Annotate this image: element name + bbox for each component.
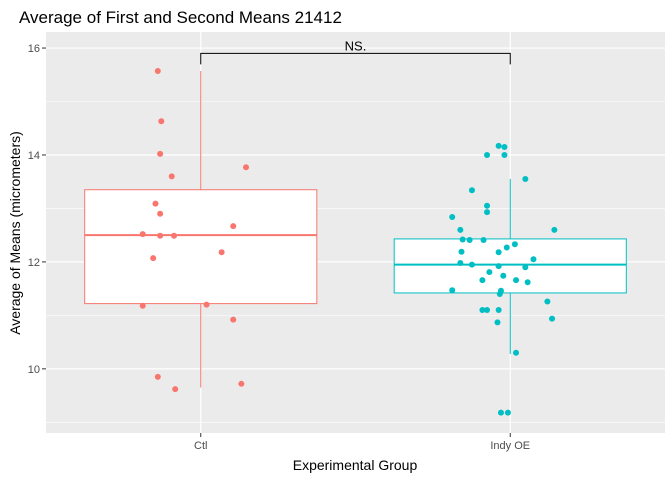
y-tick-label: 10 <box>28 364 40 376</box>
jitter-points <box>139 68 558 416</box>
data-point <box>238 380 245 387</box>
data-point <box>511 241 518 248</box>
data-point <box>522 264 529 271</box>
data-point <box>171 232 178 239</box>
data-point <box>501 151 508 158</box>
data-point <box>522 176 529 183</box>
data-point <box>468 187 475 194</box>
significance-label: NS. <box>345 38 367 53</box>
data-point <box>495 307 502 314</box>
data-point <box>513 277 520 284</box>
data-point <box>495 249 502 256</box>
data-point <box>513 349 520 356</box>
x-tick-label: Indy OE <box>490 440 530 452</box>
data-point <box>157 232 164 239</box>
data-point <box>466 236 473 243</box>
data-point <box>157 150 164 157</box>
x-tick-label: Ctl <box>194 440 207 452</box>
y-tick-label: 12 <box>28 257 40 269</box>
data-point <box>218 249 225 256</box>
data-point <box>139 231 146 238</box>
data-point <box>457 226 464 233</box>
data-point <box>544 298 551 305</box>
box-group <box>84 71 627 388</box>
data-point <box>504 409 511 416</box>
data-point <box>480 236 487 243</box>
data-point <box>484 151 491 158</box>
data-point <box>459 236 466 243</box>
y-axis-title: Average of Means (micrometers) <box>7 131 23 335</box>
data-point <box>158 118 165 125</box>
data-point <box>530 256 537 263</box>
x-axis-title: Experimental Group <box>293 457 418 473</box>
data-point <box>479 307 486 314</box>
data-point <box>524 279 531 286</box>
data-point <box>150 255 157 262</box>
chart-title: Average of First and Second Means 21412 <box>19 8 342 27</box>
data-point <box>154 373 161 380</box>
data-point <box>154 68 161 75</box>
data-point <box>449 287 456 294</box>
y-tick-label: 16 <box>28 43 40 55</box>
data-point <box>484 307 491 314</box>
data-point <box>495 263 502 270</box>
data-point <box>500 272 507 279</box>
data-point <box>168 173 175 180</box>
significance-annotation: NS. <box>200 38 511 65</box>
data-point <box>139 302 146 309</box>
data-point <box>549 315 556 322</box>
data-point <box>484 202 491 209</box>
data-point <box>243 164 250 171</box>
data-point <box>449 213 456 220</box>
data-point <box>486 269 493 276</box>
data-point <box>152 200 159 207</box>
data-point <box>230 223 237 230</box>
data-point <box>497 409 504 416</box>
box-indy-oe <box>393 238 627 294</box>
data-point <box>484 209 491 216</box>
data-point <box>494 319 501 326</box>
data-point <box>203 301 210 308</box>
data-point <box>457 259 464 266</box>
data-point <box>495 142 502 149</box>
axes: 10 12 14 16 Ctl Indy OE <box>28 43 530 452</box>
data-point <box>551 226 558 233</box>
data-point <box>172 386 179 393</box>
data-point <box>496 290 503 297</box>
data-point <box>230 316 237 323</box>
data-point <box>479 277 486 284</box>
data-point <box>468 261 475 268</box>
significance-bracket <box>200 52 511 65</box>
data-point <box>503 244 510 251</box>
data-point <box>458 248 465 255</box>
y-tick-label: 14 <box>28 150 40 162</box>
box-ctl <box>84 189 318 305</box>
data-point <box>157 210 164 217</box>
data-point <box>501 143 508 150</box>
